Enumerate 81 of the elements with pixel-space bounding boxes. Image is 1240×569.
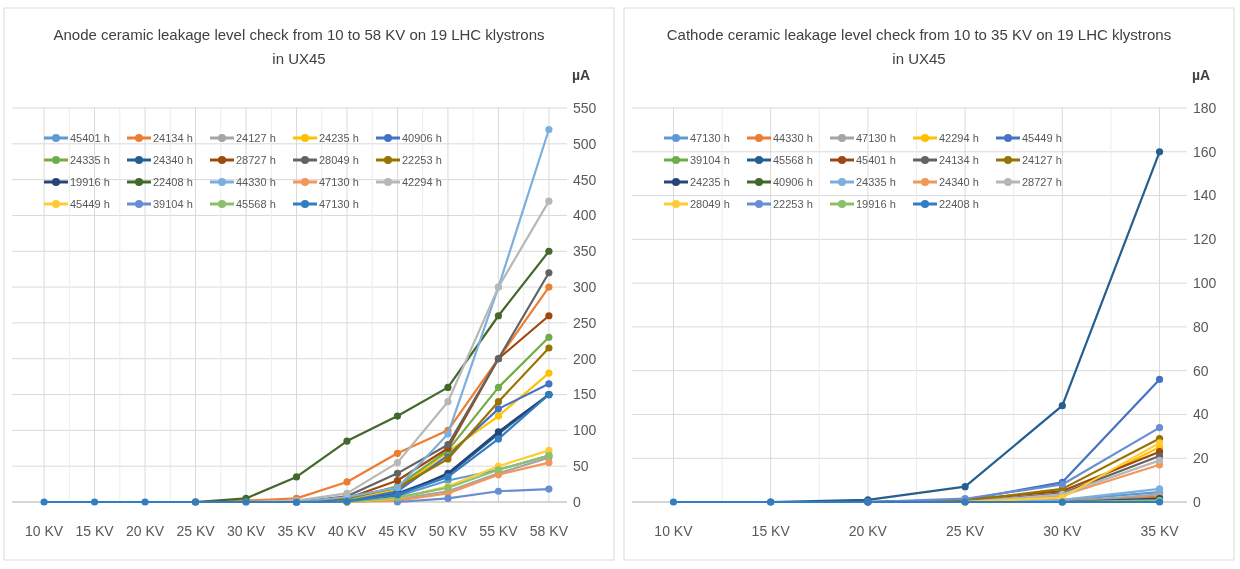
y-tick-label: 550 [573,99,597,116]
legend-label: 45401 h [856,153,896,166]
y-tick-label: 100 [1193,275,1217,292]
legend-label: 19916 h [70,175,110,188]
x-tick-label: 30 KV [226,523,266,539]
y-tick-label: 150 [573,386,597,403]
y-tick-label: 80 [1193,318,1209,335]
y-tick-label: 500 [573,135,597,152]
y-axis-title: µA [1191,67,1211,83]
legend-label: 42294 h [402,175,442,188]
legend-label: 24235 h [690,175,730,188]
legend-label: 24235 h [319,131,359,144]
legend-label: 22408 h [939,197,979,210]
y-axis-title: µA [571,67,591,83]
legend-label: 24134 h [153,131,193,144]
y-tick-label: 160 [1193,143,1217,160]
legend-label: 44330 h [773,131,813,144]
legend-label: 24340 h [939,175,979,188]
legend-label: 24335 h [70,153,110,166]
legend-label: 24340 h [153,153,193,166]
chart-title: Cathode ceramic leakage level check from 10 to 35 KV on 19 LHC klystrons in UX45 [666,26,1172,67]
legend-label: 22253 h [773,197,813,210]
legend-label: 28727 h [1022,175,1062,188]
legend-label: 47130 h [690,131,730,144]
legend-label: 28049 h [319,153,359,166]
legend-label: 22253 h [402,153,442,166]
legend-label: 45568 h [773,153,813,166]
x-tick-label: 40 KV [327,523,367,539]
y-tick-label: 180 [1193,99,1217,116]
legend-label: 39104 h [690,153,730,166]
chart-title: Anode ceramic leakage level check from 10 to 58 KV on 19 LHC klystrons in UX45 [53,26,545,67]
x-tick-label: 15 KV [75,523,115,539]
x-tick-label: 45 KV [378,523,418,539]
x-tick-label: 20 KV [125,523,165,539]
legend-label: 28727 h [236,153,276,166]
y-tick-label: 300 [573,278,597,295]
legend-label: 47130 h [319,175,359,188]
legend-label: 45449 h [70,197,110,210]
y-tick-label: 0 [1193,493,1201,510]
x-tick-label: 25 KV [946,523,985,539]
y-tick-label: 250 [573,314,597,331]
legend-label: 24127 h [1022,153,1062,166]
x-tick-label: 35 KV [277,523,317,539]
x-tick-label: 35 KV [1140,523,1180,539]
y-tick-label: 120 [1193,231,1217,248]
x-tick-label: 15 KV [751,523,791,539]
x-tick-label: 10 KV [654,523,694,539]
x-tick-label: 20 KV [848,523,888,539]
y-tick-label: 400 [573,207,597,224]
y-tick-label: 20 [1193,450,1209,467]
y-tick-label: 100 [573,422,597,439]
legend-label: 47130 h [856,131,896,144]
legend-label: 24127 h [236,131,276,144]
legend-label: 28049 h [690,197,730,210]
y-tick-label: 200 [573,350,597,367]
x-tick-label: 30 KV [1043,523,1083,539]
x-tick-label: 50 KV [428,523,468,539]
legend-label: 42294 h [939,131,979,144]
x-tick-label: 58 KV [529,523,569,539]
y-tick-label: 140 [1193,187,1217,204]
legend-label: 45449 h [1022,131,1062,144]
y-tick-label: 350 [573,243,597,260]
legend-label: 45568 h [236,197,276,210]
y-tick-label: 0 [573,493,581,510]
legend-label: 47130 h [319,197,359,210]
legend-label: 24335 h [856,175,896,188]
legend-label: 45401 h [70,131,110,144]
x-tick-label: 25 KV [176,523,216,539]
legend-label: 39104 h [153,197,193,210]
legend-label: 24134 h [939,153,979,166]
legend-label: 22408 h [153,175,193,188]
y-tick-label: 40 [1193,406,1209,423]
y-tick-label: 60 [1193,362,1209,379]
legend-label: 40906 h [402,131,442,144]
y-tick-label: 450 [573,171,597,188]
legend-label: 40906 h [773,175,813,188]
x-tick-label: 10 KV [25,523,64,539]
legend-label: 44330 h [236,175,276,188]
x-tick-label: 55 KV [479,523,519,539]
legend-label: 19916 h [856,197,896,210]
y-tick-label: 50 [573,458,589,475]
